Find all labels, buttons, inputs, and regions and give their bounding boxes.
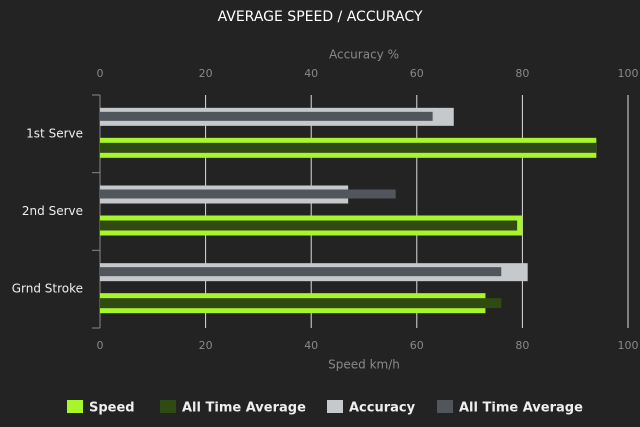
x-tick-label: 60	[410, 339, 424, 352]
x2-axis-label: Accuracy %	[329, 48, 399, 62]
x-tick-label: 20	[199, 339, 213, 352]
legend-swatch	[437, 400, 453, 413]
x-tick-label: 100	[618, 339, 639, 352]
legend-label: All Time Average	[459, 401, 583, 416]
x2-tick-label: 80	[515, 67, 529, 80]
x-tick-label: 80	[515, 339, 529, 352]
bar	[100, 142, 597, 153]
bar	[100, 111, 433, 121]
legend-swatch	[327, 400, 343, 413]
bar	[100, 267, 502, 277]
bar	[100, 220, 518, 231]
legend-label: Accuracy	[349, 401, 416, 416]
x2-tick-label: 60	[410, 67, 424, 80]
x-tick-label: 40	[304, 339, 318, 352]
x2-tick-label: 100	[618, 67, 639, 80]
legend-swatch	[160, 400, 176, 413]
bar	[100, 189, 396, 199]
legend-swatch	[67, 400, 83, 413]
x2-tick-label: 20	[199, 67, 213, 80]
x2-tick-label: 40	[304, 67, 318, 80]
x-axis-label: Speed km/h	[328, 358, 400, 372]
legend-label: Speed	[89, 401, 135, 416]
chart-title: AVERAGE SPEED / ACCURACY	[218, 9, 423, 25]
legend-label: All Time Average	[182, 401, 306, 416]
x2-tick-label: 0	[97, 67, 104, 80]
y-tick-label: 2nd Serve	[22, 204, 83, 218]
x-tick-label: 0	[97, 339, 104, 352]
y-tick-label: 1st Serve	[26, 126, 83, 140]
bar	[100, 298, 502, 309]
y-tick-label: Grnd Stroke	[12, 282, 83, 296]
